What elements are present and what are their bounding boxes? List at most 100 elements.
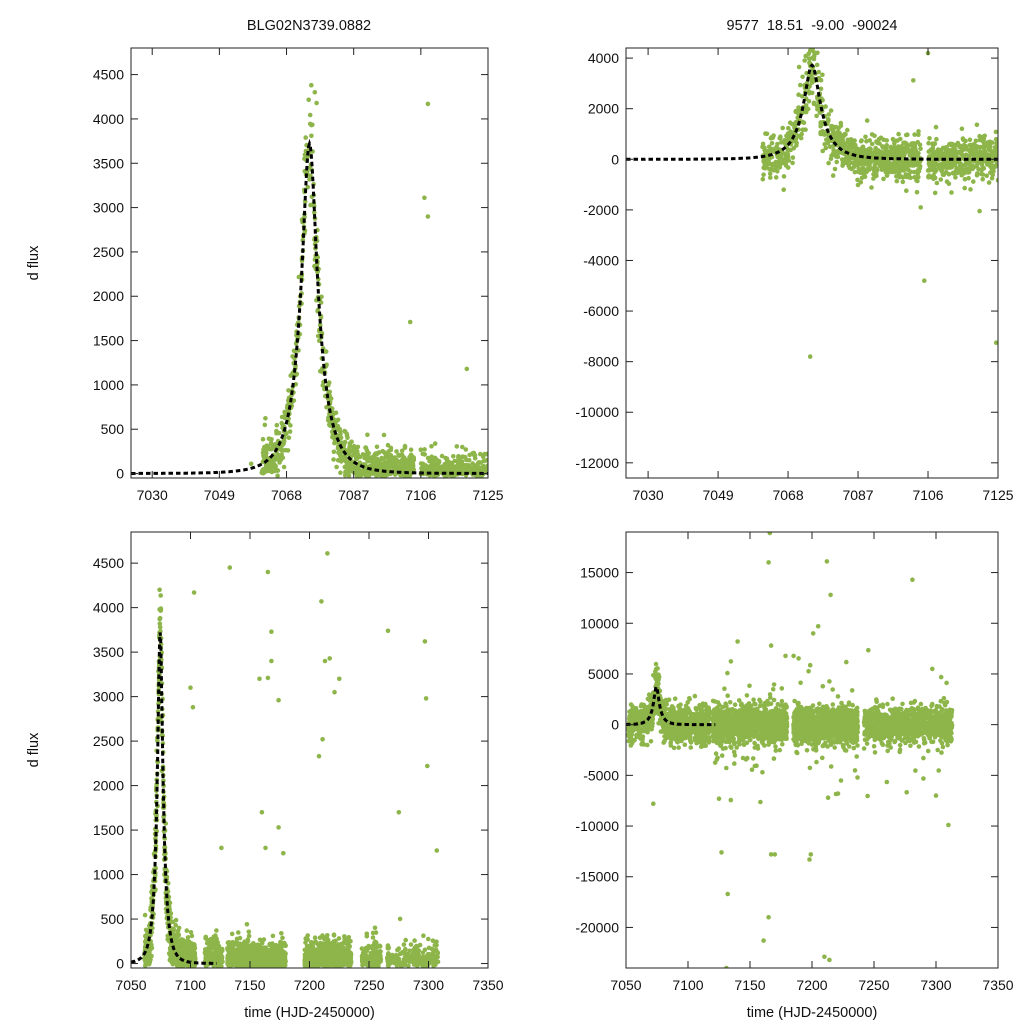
data-point xyxy=(796,92,801,97)
data-point xyxy=(934,180,940,186)
data-point xyxy=(265,445,270,451)
outlier-point xyxy=(425,214,431,219)
data-point xyxy=(763,148,768,153)
data-point xyxy=(980,172,986,177)
data-point xyxy=(837,130,842,136)
data-point xyxy=(286,416,291,422)
data-point xyxy=(213,943,219,949)
data-point xyxy=(932,190,938,196)
data-point xyxy=(410,466,416,472)
data-point xyxy=(274,960,279,966)
data-point xyxy=(885,151,891,157)
data-point xyxy=(975,171,980,176)
data-point xyxy=(393,460,399,465)
outlier-point xyxy=(807,48,813,53)
data-point xyxy=(346,935,352,940)
data-point xyxy=(353,457,359,462)
data-point xyxy=(761,172,766,177)
data-point xyxy=(430,458,435,464)
data-point xyxy=(894,168,899,174)
data-point xyxy=(785,165,791,170)
data-point xyxy=(882,162,887,167)
data-point xyxy=(976,166,981,172)
data-point xyxy=(237,943,242,949)
data-point xyxy=(173,917,179,923)
data-point xyxy=(370,455,375,460)
x-tick-label: 7030 xyxy=(633,487,664,503)
data-point xyxy=(267,960,273,966)
data-point xyxy=(468,465,473,471)
data-point xyxy=(375,450,381,456)
data-point xyxy=(385,442,391,448)
data-point xyxy=(843,132,848,137)
data-point xyxy=(269,464,275,469)
data-point xyxy=(783,141,788,147)
data-point xyxy=(845,127,850,133)
data-point xyxy=(475,460,481,466)
data-point xyxy=(769,140,775,146)
data-point xyxy=(422,466,428,471)
data-point xyxy=(938,177,944,182)
data-point xyxy=(274,422,280,428)
data-point xyxy=(995,177,998,183)
data-point xyxy=(952,155,958,161)
data-point xyxy=(189,933,195,939)
y-tick-label: 4000 xyxy=(93,111,124,127)
data-point xyxy=(943,150,948,156)
data-point xyxy=(868,159,874,165)
data-point xyxy=(858,161,864,167)
data-point xyxy=(834,149,840,154)
data-point xyxy=(327,389,333,395)
data-point xyxy=(852,142,857,148)
data-point xyxy=(312,935,318,940)
data-point xyxy=(807,91,812,96)
data-point xyxy=(307,177,312,182)
y-tick-label: -8000 xyxy=(583,354,619,370)
data-point xyxy=(835,154,841,160)
data-point xyxy=(957,144,962,149)
data-point xyxy=(855,146,860,152)
data-point xyxy=(867,138,872,143)
data-point xyxy=(271,957,276,962)
data-point xyxy=(454,444,460,449)
data-point xyxy=(874,166,879,171)
data-point xyxy=(214,936,219,941)
bottom-left-panel: 0500100015002000250030003500400045007050… xyxy=(26,531,504,1021)
data-point xyxy=(966,160,972,165)
data-point xyxy=(186,939,192,944)
data-point xyxy=(273,442,278,447)
data-point xyxy=(974,122,980,128)
data-point xyxy=(847,160,852,166)
data-point xyxy=(331,457,336,462)
data-point xyxy=(338,470,343,476)
data-point xyxy=(820,72,825,78)
data-point xyxy=(781,174,787,179)
data-point xyxy=(805,106,811,112)
data-point xyxy=(331,411,337,416)
outlier-point xyxy=(977,208,982,214)
bottom-left-points xyxy=(142,551,441,968)
data-point xyxy=(144,959,150,965)
data-point xyxy=(205,957,211,962)
data-point xyxy=(761,159,766,164)
data-point xyxy=(986,180,992,185)
data-point xyxy=(823,145,829,151)
data-point xyxy=(785,135,791,141)
data-point xyxy=(185,935,191,940)
data-point xyxy=(263,416,268,421)
data-point xyxy=(814,62,820,68)
data-point xyxy=(363,445,368,450)
data-point xyxy=(980,176,985,182)
data-point xyxy=(787,120,793,125)
data-point xyxy=(374,444,380,450)
data-point xyxy=(279,931,284,936)
data-point xyxy=(790,160,795,166)
data-point xyxy=(907,163,912,168)
data-point xyxy=(252,955,257,960)
data-point xyxy=(861,147,866,152)
data-point xyxy=(203,934,209,940)
data-point xyxy=(881,137,886,142)
y-tick-label: -12000 xyxy=(575,455,619,471)
outlier-point xyxy=(993,340,998,345)
